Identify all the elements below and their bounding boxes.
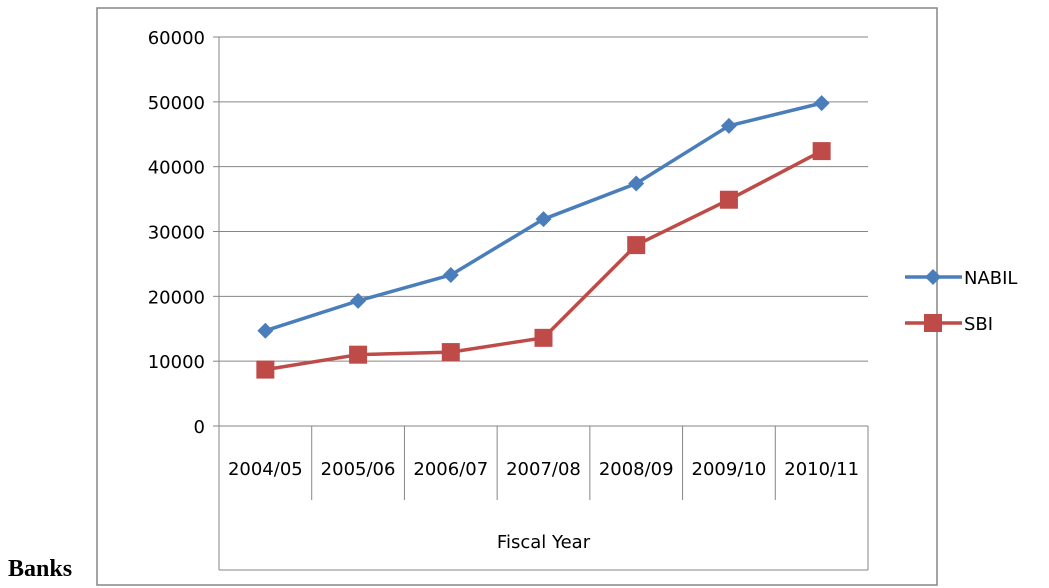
data-point-nabil [350,292,367,309]
legend-marker-nabil [925,269,941,285]
y-tick-label: 20000 [148,287,205,308]
data-point-sbi [534,328,553,347]
legend-label-sbi: SBI [964,314,993,335]
series-lines [256,95,831,379]
data-point-sbi [719,190,738,209]
legend-marker-sbi [924,314,942,332]
y-tick-label: 0 [194,417,205,438]
x-tick-label: 2004/05 [228,459,303,480]
x-tick-label: 2010/11 [784,459,859,480]
data-point-nabil [628,175,645,192]
x-tick-label: 2005/06 [321,459,396,480]
data-point-sbi [441,343,460,362]
data-point-nabil [720,117,737,134]
x-tick-label: 2009/10 [692,459,767,480]
x-tick-label: 2008/09 [599,459,674,480]
data-point-nabil [442,266,459,283]
y-tick-label: 60000 [148,28,205,49]
data-point-nabil [813,95,830,112]
legend-label-nabil: NABIL [964,268,1017,289]
x-axis-title: Fiscal Year [497,532,591,553]
y-tick-label: 10000 [148,352,205,373]
x-tick-label: 2006/07 [413,459,488,480]
x-tick-label: 2007/08 [506,459,581,480]
y-tick-label: 50000 [148,93,205,114]
data-point-nabil [535,211,552,228]
legend: NABIL SBI [905,268,1017,335]
data-point-nabil [257,322,274,339]
data-point-sbi [627,236,646,255]
data-point-sbi [812,142,831,161]
data-point-sbi [256,360,275,379]
data-point-sbi [349,345,368,364]
y-tick-label: 30000 [148,223,205,244]
y-tick-label: 40000 [148,158,205,179]
x-axis: 2004/05 2005/06 2006/07 2007/08 2008/09 2009/… [218,425,869,571]
banks-label: Banks [8,556,73,582]
y-axis-ticks: 0 10000 20000 30000 40000 50000 60000 [148,28,219,438]
